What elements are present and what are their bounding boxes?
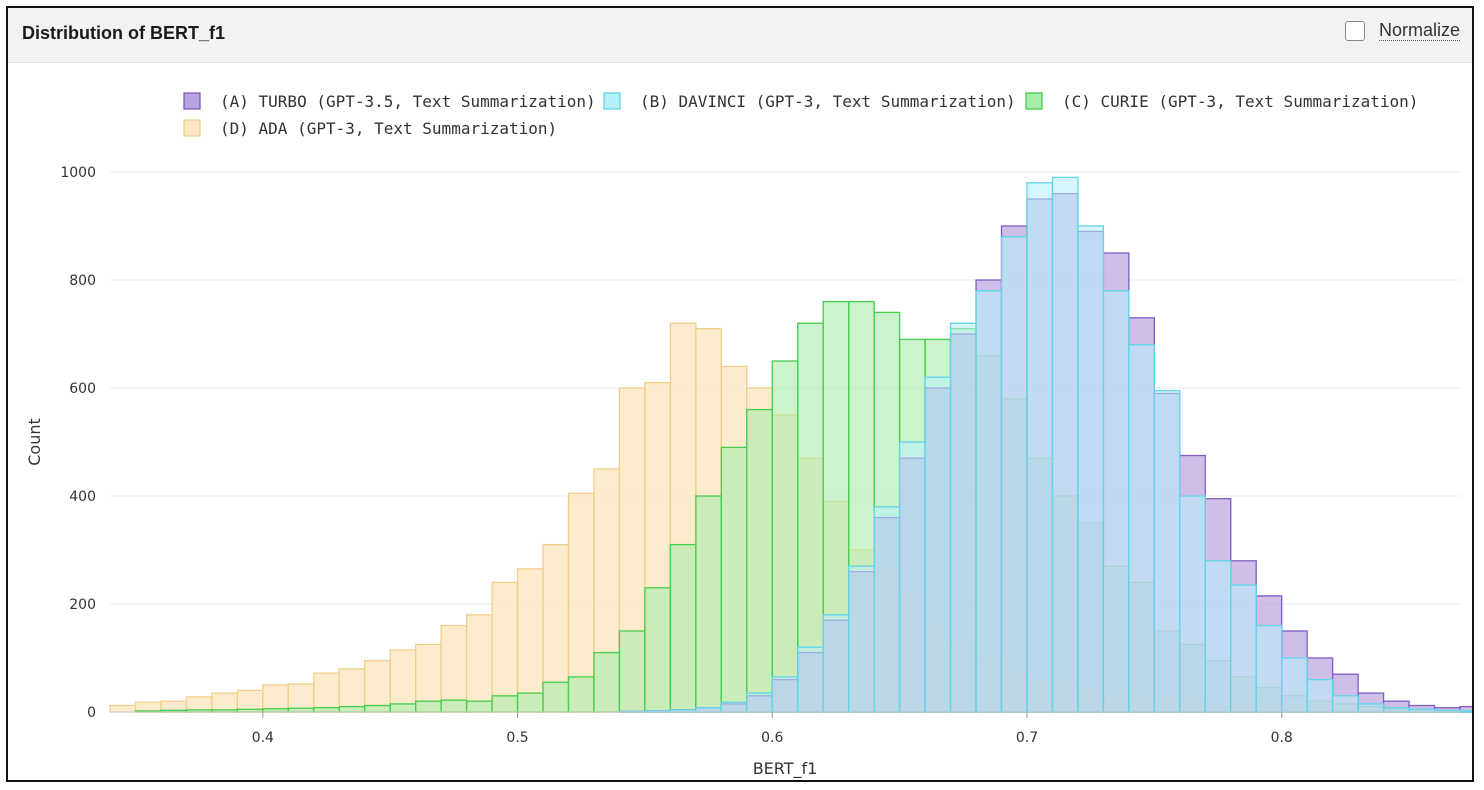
x-axis-title: BERT_f1 [753,759,818,779]
series-b-bar [924,376,952,713]
legend-swatch-d [183,119,201,137]
series-d-bar [465,614,493,713]
series-d-bar [440,624,468,713]
panel-header: Distribution of BERT_f1 Normalize [8,8,1472,63]
series-d-bar [262,684,289,713]
y-tick-label: 800 [69,273,96,289]
series-b-bar [1230,584,1257,713]
histogram-chart: 0 200 400 600 800 1000 0.4 0.5 0.6 0.7 0.8 BERT_f1 C… [25,92,1472,779]
series-b-bar [1357,703,1385,713]
series-d-bar [338,668,366,713]
series-c-bar [465,700,493,713]
x-tick-label: 0.4 [252,730,274,746]
series-b-bar [1102,290,1130,713]
series-b-bar [1179,495,1206,713]
series-c-bar [542,681,570,713]
series-b-bar [1255,624,1283,713]
y-tick-label: 0 [87,705,96,721]
x-tick-label: 0.7 [1016,730,1038,746]
series-b-bar [1000,236,1028,713]
series-b-bar [1382,707,1410,713]
legend-label-b: (B) DAVINCI (GPT-3, Text Summarization) [640,92,1016,111]
series-c-bar [720,446,748,713]
series-b-bar [1128,344,1155,713]
series-d-bar [516,568,544,713]
series-d-bar [287,683,315,713]
normalize-toggle[interactable]: Normalize [1344,20,1460,41]
y-tick-label: 400 [69,489,96,505]
legend-label-d: (D) ADA (GPT-3, Text Summarization) [220,119,557,138]
series-b-bar [898,441,926,713]
series-b-bar [1306,678,1334,713]
axes: 0 200 400 600 800 1000 0.4 0.5 0.6 0.7 0.8 BERT_f1 C… [25,165,1460,779]
series-b-bar [1204,560,1232,713]
series-b-bar [1077,225,1105,713]
x-tick-label: 0.6 [761,730,783,746]
series-b-bar [695,707,722,713]
series-c-bar [364,704,391,713]
chart-panel: Distribution of BERT_f1 Normalize 0 200 40… [6,6,1474,782]
normalize-checkbox[interactable] [1344,20,1365,41]
series-b-bar [771,676,799,713]
series-b-bar [873,506,901,713]
series-c-bar [695,495,722,713]
y-tick-label: 1000 [60,165,96,181]
series-b-bar [848,565,875,713]
series-d-bar [491,581,519,713]
series-b-bar [1051,176,1079,713]
y-tick-label: 600 [69,381,96,397]
series-d-bar [389,649,417,713]
series-b-bar [975,290,1003,713]
series-c-bar [287,707,315,713]
legend-label-c: (C) CURIE (GPT-3, Text Summarization) [1062,92,1418,111]
series-b-bar [1281,657,1308,713]
series-b-bars [618,176,1472,713]
legend-swatch-a [183,92,201,110]
series-a-bar [1459,705,1472,713]
series-d-bar [313,672,340,713]
series-b-bar [822,614,850,713]
series-b-bar [1459,710,1472,713]
series-c-bar [746,408,773,713]
y-tick-label: 200 [69,597,96,613]
x-tick-label: 0.5 [506,730,528,746]
series-c-bar [771,360,799,713]
legend-swatch-c [1025,92,1043,110]
series-c-bar [567,676,595,713]
series-c-bar [389,703,417,713]
series-b-bar [1026,182,1054,713]
series-b-bar [797,646,824,713]
y-axis-title: Count [25,418,44,466]
series-c-bar [618,630,646,713]
series-b-bar [1331,695,1359,713]
legend-swatch-b [603,92,621,110]
series-c-bar [516,692,544,713]
series-c-bar [644,587,672,713]
series-d-bar [211,692,239,713]
series-b-bar [949,322,977,713]
legend-label-a: (A) TURBO (GPT-3.5, Text Summarization) [220,92,596,111]
series-b-bar [720,701,748,713]
series-b-bar [1153,390,1181,713]
series-d-bar [364,660,391,713]
panel-title: Distribution of BERT_f1 [22,23,225,43]
series-b-bar [746,692,773,713]
series-d-bar [109,704,137,713]
series-c-bar [415,700,442,713]
series-c-bar [313,707,340,713]
x-tick-label: 0.8 [1271,730,1293,746]
series-c-bar [669,543,697,713]
normalize-label[interactable]: Normalize [1378,20,1460,41]
series-c-bar [440,699,468,713]
series-c-bar [338,705,366,713]
series-c-bar [593,651,621,713]
series-c-bar [491,695,519,713]
legend: (A) TURBO (GPT-3.5, Text Summarization) (… [183,92,1418,138]
